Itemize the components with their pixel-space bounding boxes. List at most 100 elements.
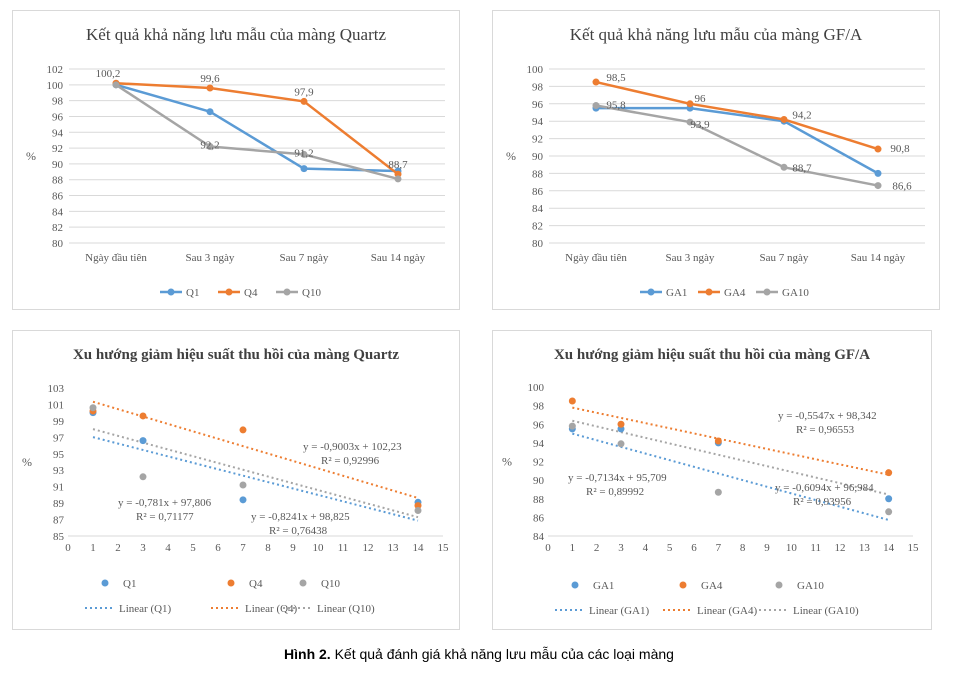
y-tick-label: 84 bbox=[52, 206, 64, 218]
data-point bbox=[300, 150, 308, 158]
x-tick-label: 5 bbox=[667, 542, 673, 554]
y-tick-label: 82 bbox=[532, 221, 543, 233]
y-tick-label: 96 bbox=[52, 111, 64, 123]
legend-trend-label-GA4: Linear (GA4) bbox=[697, 605, 758, 617]
x-tick-label: 13 bbox=[388, 542, 400, 554]
y-tick-label: 84 bbox=[532, 203, 544, 215]
x-tick-label: 3 bbox=[618, 542, 624, 554]
data-point-GA10 bbox=[568, 422, 576, 430]
data-label: 88,7 bbox=[792, 162, 812, 174]
y-tick-label: 98 bbox=[532, 81, 544, 93]
trend-r-squared: R² = 0,76438 bbox=[269, 525, 328, 537]
trend-r-squared: R² = 0,92996 bbox=[321, 455, 380, 467]
legend-marker-Q1 bbox=[167, 288, 175, 296]
legend-trend-label-GA1: Linear (GA1) bbox=[589, 605, 650, 617]
data-point-GA10 bbox=[617, 440, 625, 448]
legend-marker-GA1 bbox=[571, 581, 579, 589]
legend-trend-label-Q1: Linear (Q1) bbox=[119, 603, 172, 615]
x-tick-label: 4 bbox=[165, 542, 171, 554]
y-tick-label: 91 bbox=[53, 482, 64, 494]
data-point-GA1 bbox=[885, 495, 893, 503]
x-tick-label: 1 bbox=[90, 542, 96, 554]
x-tick-label: Ngày đầu tiên bbox=[565, 252, 627, 264]
chart-panel-gfa-scatter: Xu hướng giảm hiệu suất thu hồi của màng… bbox=[492, 330, 932, 630]
y-axis-label: % bbox=[26, 149, 36, 163]
legend-marker-GA10 bbox=[775, 581, 783, 589]
data-point bbox=[780, 163, 788, 171]
legend-marker-Q10 bbox=[299, 579, 307, 587]
legend-trend-label-GA10: Linear (GA10) bbox=[793, 605, 859, 617]
y-tick-label: 94 bbox=[52, 127, 64, 139]
y-tick-label: 90 bbox=[52, 159, 64, 171]
chart-title: Xu hướng giảm hiệu suất thu hồi của màng… bbox=[553, 347, 871, 363]
chart-title: Kết quả khả năng lưu mẫu của màng Quartz bbox=[86, 25, 386, 44]
y-tick-label: 97 bbox=[53, 432, 65, 444]
legend-marker-Q10 bbox=[283, 288, 291, 296]
series-line-GA1 bbox=[596, 106, 879, 175]
y-tick-label: 85 bbox=[53, 531, 65, 543]
y-tick-label: 94 bbox=[533, 438, 545, 450]
y-tick-label: 88 bbox=[52, 175, 64, 187]
x-tick-label: 12 bbox=[835, 542, 846, 554]
x-tick-label: Ngày đầu tiên bbox=[85, 252, 147, 264]
data-point-Q4 bbox=[139, 412, 147, 420]
x-tick-label: 0 bbox=[545, 542, 551, 554]
x-tick-label: 10 bbox=[786, 542, 798, 554]
y-tick-label: 80 bbox=[532, 238, 544, 250]
legend-marker-GA4 bbox=[679, 581, 687, 589]
data-label: 99,6 bbox=[200, 73, 220, 85]
trend-r-squared: R² = 0,93956 bbox=[793, 496, 852, 508]
data-label: 100,2 bbox=[96, 68, 121, 80]
series-line-GA10 bbox=[595, 104, 879, 187]
legend-label-GA1: GA1 bbox=[593, 580, 614, 592]
series-line-GA4 bbox=[595, 80, 879, 151]
trend-equation: y = -0,8241x + 98,825 bbox=[251, 511, 350, 523]
trendline-Q1 bbox=[92, 436, 419, 522]
chart-panel-gfa-line: Kết quả khả năng lưu mẫu của màng GF/A 8… bbox=[492, 10, 940, 310]
chart-panel-quartz-scatter: Xu hướng giảm hiệu suất thu hồi của màng… bbox=[12, 330, 460, 630]
caption-label: Hình 2. bbox=[284, 646, 331, 662]
x-tick-label: 11 bbox=[810, 542, 821, 554]
chart-title: Kết quả khả năng lưu mẫu của màng GF/A bbox=[569, 25, 863, 44]
data-point bbox=[394, 175, 402, 183]
data-point bbox=[592, 78, 600, 86]
legend-label-GA4: GA4 bbox=[701, 580, 723, 592]
data-point-Q10 bbox=[239, 481, 247, 489]
chart-svg: 80 82 84 86 88 90 92 94 96 98 100 102% Ngày đầu tiên… bbox=[26, 64, 445, 299]
y-axis-label: % bbox=[22, 455, 32, 469]
data-point-GA10 bbox=[714, 488, 722, 496]
y-tick-label: 96 bbox=[532, 99, 544, 111]
x-tick-label: Sau 3 ngày bbox=[186, 252, 235, 264]
y-tick-label: 86 bbox=[533, 512, 545, 524]
chart-title: Xu hướng giảm hiệu suất thu hồi của màng… bbox=[72, 347, 400, 363]
x-tick-label: Sau 14 ngày bbox=[371, 252, 426, 264]
trendline-Q4 bbox=[92, 400, 419, 499]
y-axis-label: % bbox=[502, 455, 512, 469]
y-tick-label: 100 bbox=[527, 64, 544, 76]
x-tick-label: Sau 7 ngày bbox=[280, 252, 329, 264]
y-tick-label: 100 bbox=[47, 80, 64, 92]
legend-label-Q10: Q10 bbox=[321, 578, 340, 590]
data-point-GA4 bbox=[885, 469, 893, 477]
data-point-Q1 bbox=[239, 496, 247, 504]
data-point bbox=[874, 182, 882, 190]
data-label: 94,2 bbox=[792, 109, 811, 121]
y-tick-label: 88 bbox=[532, 168, 544, 180]
data-point-GA4 bbox=[617, 420, 625, 428]
data-point bbox=[206, 108, 214, 116]
data-point-Q1 bbox=[139, 437, 147, 445]
caption-text: Kết quả đánh giá khả năng lưu mẫu của cá… bbox=[334, 646, 674, 662]
y-tick-label: 95 bbox=[53, 449, 65, 461]
x-tick-label: 1 bbox=[570, 542, 576, 554]
data-label: 98,5 bbox=[606, 72, 626, 84]
data-label: 95,8 bbox=[606, 100, 626, 112]
x-tick-label: 7 bbox=[716, 542, 722, 554]
data-label: 91,2 bbox=[294, 147, 313, 159]
x-tick-label: Sau 14 ngày bbox=[851, 252, 906, 264]
data-point bbox=[300, 97, 308, 105]
data-point-Q4 bbox=[239, 426, 247, 434]
y-tick-label: 86 bbox=[52, 191, 64, 203]
y-tick-label: 90 bbox=[533, 475, 545, 487]
data-point-Q10 bbox=[139, 473, 147, 481]
trend-equation: y = -0,6094x + 96,984 bbox=[775, 482, 874, 494]
